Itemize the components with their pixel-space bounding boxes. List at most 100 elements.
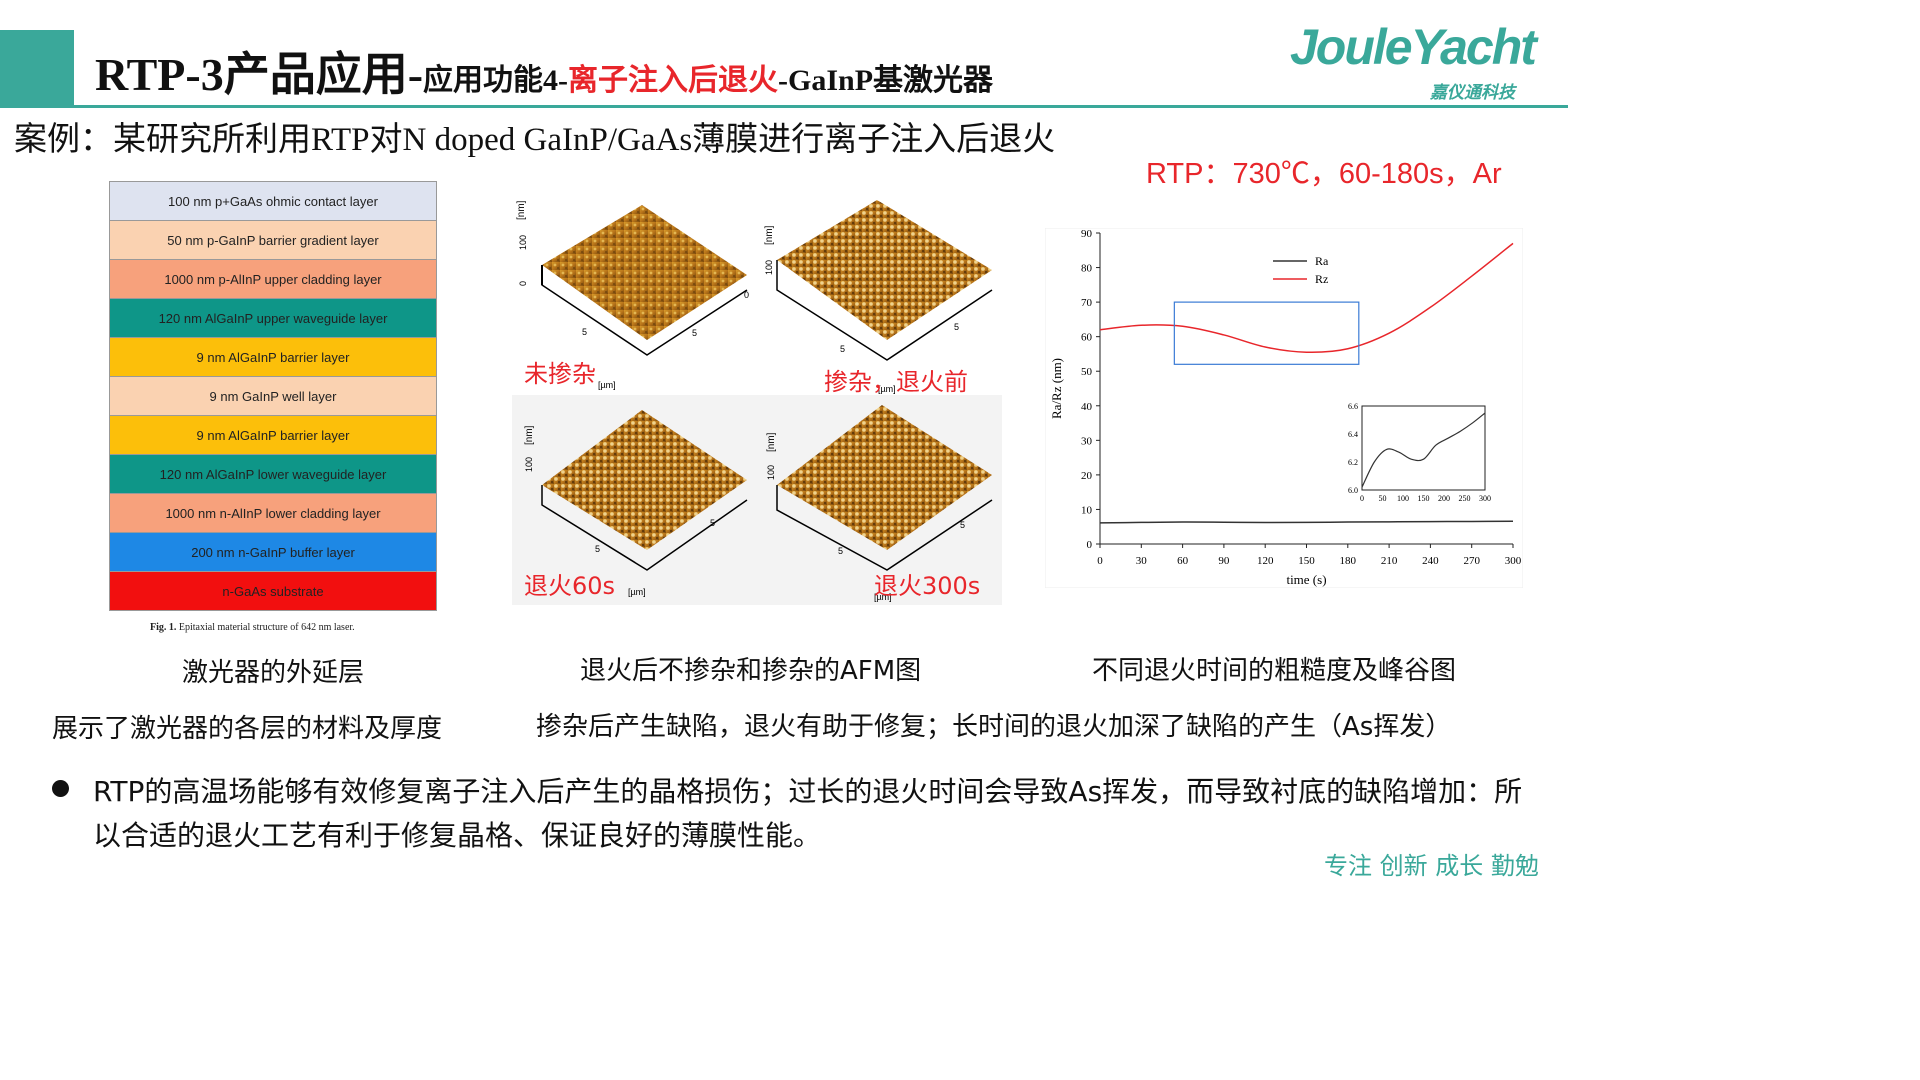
- afm-label-4: 退火300s: [874, 572, 981, 600]
- afm-tick-100-2: 100: [764, 260, 774, 275]
- slogan: 专注 创新 成长 勤勉: [1324, 852, 1539, 880]
- afm-axis-um-4: [µm]: [874, 592, 892, 602]
- afm-tick-5-3b: 5: [710, 518, 715, 528]
- roughness-chart-svg: 0 30 60 90 120 150 180 210 240 270 300 0 10 20 30 40 50 6…: [1044, 227, 1524, 589]
- y-tick-label: 0: [1087, 539, 1093, 551]
- title-part1: 应用功能4-: [423, 64, 569, 97]
- afm-axis-nm-1: [nm]: [516, 200, 527, 220]
- afm-surfaces: [nm] 100 0 5 [µm] 0 5 [nm] 100 5 5 [µm] …: [512, 200, 1002, 605]
- afm-label-3: 退火60s: [524, 572, 616, 600]
- afm-label-2: 掺杂，退火前: [824, 368, 968, 396]
- y-tick-label: 60: [1081, 332, 1093, 344]
- legend-label-ra: Ra: [1315, 254, 1329, 268]
- inset-y-tick-label: 6.2: [1348, 458, 1358, 467]
- inset-frame: [1361, 405, 1486, 491]
- layer-4: 120 nm AlGaInP upper waveguide layer: [109, 298, 437, 338]
- afm-axis-um-3: [µm]: [628, 587, 646, 597]
- y-tick-label: 20: [1081, 470, 1093, 482]
- series-line-rz: [1099, 242, 1514, 354]
- page-title: RTP-3产品应用-应用功能4-离子注入后退火-GaInP基激光器: [95, 38, 993, 104]
- layer-1: 100 nm p+GaAs ohmic contact layer: [109, 181, 437, 221]
- inset-x-tick-label: 50: [1379, 494, 1387, 503]
- afm-image-grid: [nm] 100 0 5 [µm] 0 5 [nm] 100 5 5 [µm] …: [512, 190, 1002, 605]
- afm-panel-4: [776, 405, 993, 571]
- y-tick-label: 40: [1081, 401, 1093, 413]
- layer-11: n-GaAs substrate: [109, 571, 437, 611]
- case-description: 案例：某研究所利用RTP对N doped GaInP/GaAs薄膜进行离子注入后…: [14, 122, 1056, 158]
- caption-mid-title: 退火后不掺杂和掺杂的AFM图: [580, 656, 922, 686]
- afm-tick-5-2b: 5: [954, 322, 959, 332]
- company-logo: JouleYacht: [1290, 19, 1537, 75]
- conclusion-text: RTP的高温场能够有效修复离子注入后产生的晶格损伤；过长的退火时间会导致As挥发…: [93, 775, 1523, 852]
- x-tick-label: 90: [1218, 555, 1230, 567]
- rtp-condition: RTP：730℃，60-180s，Ar: [1146, 158, 1502, 190]
- figure-caption-text: Epitaxial material structure of 642 nm l…: [178, 622, 355, 633]
- x-tick-label: 150: [1298, 555, 1315, 567]
- afm-axis-nm-4: [nm]: [766, 432, 777, 452]
- afm-panel-2: [776, 200, 993, 361]
- afm-tick-5-4b: 5: [960, 520, 965, 530]
- series-line-ra: [1099, 520, 1514, 524]
- afm-panel-3: [541, 410, 748, 571]
- inset-series-line: [1361, 412, 1486, 488]
- header-divider: [0, 105, 1568, 108]
- afm-tick-5-4: 5: [838, 546, 843, 556]
- x-tick-label: 30: [1136, 555, 1148, 567]
- epitaxial-layer-stack: 100 nm p+GaAs ohmic contact layer 50 nm …: [109, 181, 437, 611]
- layer-2: 50 nm p-GaInP barrier gradient layer: [109, 220, 437, 260]
- x-tick-label: 300: [1505, 555, 1522, 567]
- y-tick-label: 30: [1081, 435, 1093, 447]
- afm-axis-nm-3: [nm]: [524, 425, 535, 445]
- caption-left-title: 激光器的外延层: [182, 658, 365, 688]
- afm-axis-um-2: [µm]: [878, 384, 896, 394]
- caption-mid-desc: 掺杂后产生缺陷，退火有助于修复；长时间的退火加深了缺陷的产生（As挥发）: [536, 712, 1452, 742]
- x-tick-label: 240: [1422, 555, 1439, 567]
- afm-label-1: 未掺杂: [524, 360, 596, 388]
- figure-label: Fig. 1.: [150, 622, 177, 633]
- afm-tick-5-2: 5: [840, 344, 845, 354]
- afm-axis-um-1: [µm]: [598, 380, 616, 390]
- inset-x-tick-label: 300: [1479, 494, 1491, 503]
- title-main: RTP-3产品应用-: [95, 49, 424, 100]
- x-tick-label: 180: [1340, 555, 1357, 567]
- layer-6: 9 nm GaInP well layer: [109, 376, 437, 416]
- layer-10: 200 nm n-GaInP buffer layer: [109, 532, 437, 572]
- inset-x-tick-label: 150: [1418, 494, 1430, 503]
- inset-x-tick-label: 250: [1459, 494, 1471, 503]
- afm-tick-100-1: 100: [518, 235, 528, 250]
- bullet-dot: [52, 780, 69, 797]
- x-axis-label: time (s): [1286, 572, 1326, 587]
- y-tick-label: 70: [1081, 297, 1093, 309]
- x-tick-label: 60: [1177, 555, 1189, 567]
- roughness-chart: 0 30 60 90 120 150 180 210 240 270 300 0 10 20 30 40 50 6…: [1044, 227, 1524, 589]
- afm-tick-5-1: 5: [582, 327, 587, 337]
- inset-y-tick-label: 6.4: [1348, 430, 1358, 439]
- inset-x-tick-label: 0: [1360, 494, 1364, 503]
- caption-right-title: 不同退火时间的粗糙度及峰谷图: [1092, 656, 1457, 686]
- legend-label-rz: Rz: [1315, 272, 1328, 286]
- layer-9: 1000 nm n-AlInP lower cladding layer: [109, 493, 437, 533]
- layer-5: 9 nm AlGaInP barrier layer: [109, 337, 437, 377]
- afm-tick-100-3: 100: [524, 457, 534, 472]
- inset-y-tick-label: 6.6: [1348, 402, 1358, 411]
- y-axis-label: Ra/Rz (nm): [1049, 358, 1064, 419]
- layer-8: 120 nm AlGaInP lower waveguide layer: [109, 454, 437, 494]
- highlight-box: [1173, 301, 1360, 365]
- y-tick-label: 80: [1081, 263, 1093, 275]
- afm-panel-1: [541, 205, 748, 356]
- afm-tick-5-1b: 5: [692, 328, 697, 338]
- afm-tick-100-4: 100: [766, 465, 776, 480]
- x-tick-label: 210: [1381, 555, 1398, 567]
- title-accent-bar: [0, 30, 74, 106]
- inset-y-tick-label: 6.0: [1348, 486, 1358, 495]
- y-tick-label: 90: [1081, 228, 1093, 240]
- x-tick-label: 0: [1097, 555, 1103, 567]
- title-red: 离子注入后退火: [568, 64, 779, 97]
- y-tick-label: 50: [1081, 366, 1093, 378]
- layer-7: 9 nm AlGaInP barrier layer: [109, 415, 437, 455]
- caption-left-desc: 展示了激光器的各层的材料及厚度: [52, 714, 443, 744]
- company-logo-subtitle: 嘉仪通科技: [1430, 83, 1515, 103]
- afm-tick-5-3: 5: [595, 544, 600, 554]
- afm-tick-0-1: 0: [518, 281, 528, 286]
- afm-tick-0-1b: 0: [744, 290, 749, 300]
